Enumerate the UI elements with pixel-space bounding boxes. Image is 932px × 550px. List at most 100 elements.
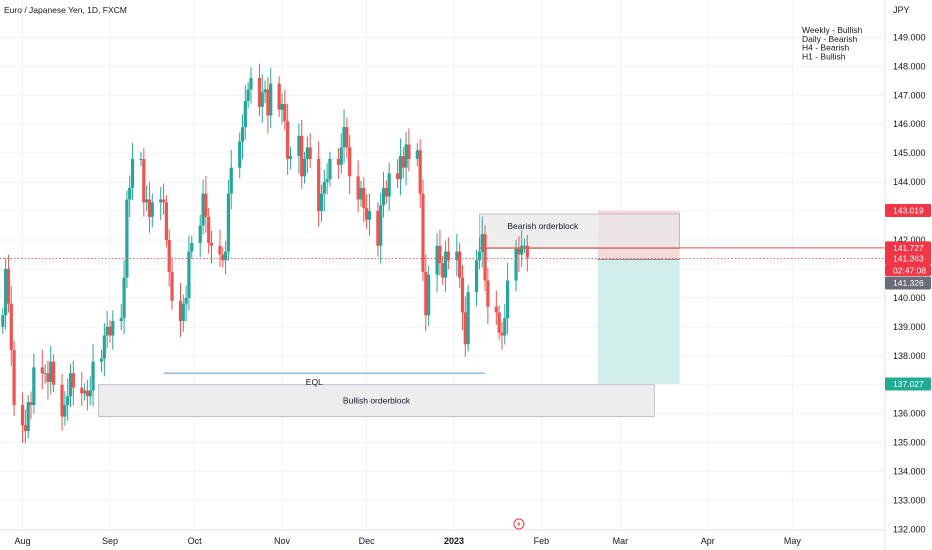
candle-body: [224, 251, 228, 261]
candle-body: [435, 245, 439, 275]
candle-body: [122, 277, 126, 319]
price-badge-text: 143.019: [893, 206, 924, 216]
candle-body: [302, 158, 307, 177]
lightning-icon: [517, 520, 521, 528]
candle-body: [85, 390, 90, 397]
candle-body: [26, 402, 30, 432]
x-tick-label: Apr: [701, 536, 715, 546]
candle-body: [128, 187, 132, 200]
candle-body: [71, 373, 75, 388]
candle-body: [325, 179, 329, 183]
candle-body: [286, 121, 290, 159]
candle-body: [269, 83, 273, 116]
candle-body: [221, 254, 225, 261]
candle-body: [280, 103, 284, 110]
candle-body: [167, 240, 171, 272]
candle-body: [102, 335, 106, 359]
candle-body: [147, 199, 152, 217]
candle-body: [328, 158, 332, 180]
candle-body: [356, 176, 360, 200]
candle-body: [381, 187, 386, 206]
candle-body: [336, 158, 340, 165]
candle-body: [43, 373, 47, 375]
bullish-orderblock-label: Bullish orderblock: [343, 396, 411, 406]
chart-zones: [98, 210, 680, 417]
y-tick-label: 139.000: [893, 322, 926, 332]
x-tick-label: Oct: [188, 536, 203, 546]
candle-body: [384, 187, 388, 197]
candle-body: [187, 251, 191, 298]
y-tick-label: 142.000: [893, 235, 926, 245]
candle-body: [520, 245, 524, 255]
x-tick-label: Feb: [534, 536, 550, 546]
candle-body: [91, 361, 95, 391]
candle-body: [260, 92, 264, 107]
y-tick-label: 136.000: [893, 409, 926, 419]
candle-body: [178, 300, 183, 322]
candle-body: [240, 127, 245, 142]
candle-body: [500, 332, 504, 336]
candle-body: [342, 127, 346, 148]
price-lines: [0, 247, 885, 374]
candle-body: [60, 384, 64, 417]
candle-body: [322, 182, 326, 194]
candle-body: [12, 350, 16, 406]
candle-body: [438, 245, 442, 264]
candle-body: [207, 216, 211, 243]
candle-body: [46, 373, 50, 382]
candle-body: [424, 271, 428, 316]
x-tick-label: Mar: [613, 536, 629, 546]
candle-body: [243, 101, 247, 128]
candle-body: [466, 292, 470, 345]
candle-body: [119, 318, 123, 322]
candle-body: [300, 135, 304, 177]
candle-body: [63, 405, 67, 417]
candle-body: [83, 390, 87, 394]
candle-body: [365, 208, 369, 220]
x-tick-label: 2023: [444, 536, 464, 546]
candle-body: [229, 167, 233, 194]
y-tick-label: 145.000: [893, 148, 926, 158]
candle-body: [441, 263, 445, 278]
candle-body: [480, 234, 484, 252]
candle-body: [345, 127, 349, 148]
bias-note: Weekly - Bullish: [802, 25, 863, 35]
candle-body: [99, 358, 104, 362]
price-badge-line: [885, 241, 931, 255]
candle-body: [80, 387, 84, 394]
chart-labels: Bearish orderblock Bullish orderblock EQL E…: [4, 5, 910, 530]
candle-body: [277, 83, 281, 110]
y-tick-label: 133.000: [893, 496, 926, 506]
candle-body: [159, 199, 163, 203]
candle-body: [477, 251, 481, 261]
candle-body: [164, 202, 168, 240]
candle-body: [204, 193, 208, 217]
price-badge-text: 02:47:08: [893, 266, 926, 276]
y-tick-label: 147.000: [893, 90, 926, 100]
candle-body: [418, 150, 422, 194]
candle-body: [1, 315, 5, 327]
candle-body: [190, 242, 194, 252]
price-badge-entry: [885, 276, 931, 290]
price-badge-target: [885, 377, 931, 391]
candle-body: [367, 211, 372, 220]
candle-body: [348, 147, 352, 177]
candle-body: [40, 367, 44, 374]
y-tick-label: 140.000: [893, 293, 926, 303]
candle-body: [398, 156, 403, 180]
candle-body: [483, 234, 487, 281]
candle-body: [226, 193, 231, 252]
candle-body: [4, 268, 8, 316]
candle-body: [105, 326, 109, 336]
candle-body: [257, 77, 262, 107]
candle-body: [396, 173, 400, 180]
candle-body: [142, 158, 146, 203]
bullish-orderblock-box: [98, 384, 655, 417]
candle-body: [446, 251, 450, 261]
bearish-orderblock-label: Bearish orderblock: [507, 221, 579, 231]
candle-body: [359, 187, 363, 200]
candle-body: [339, 147, 343, 165]
candle-body: [497, 312, 501, 333]
